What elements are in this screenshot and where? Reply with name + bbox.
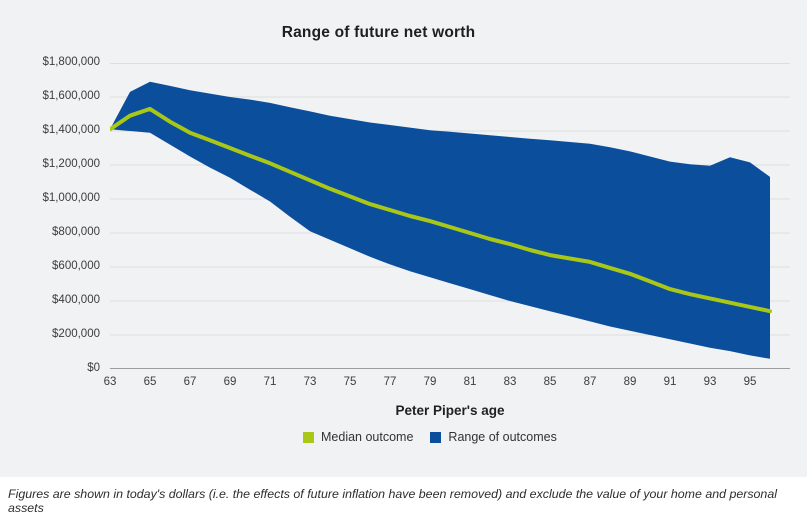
x-axis-tick-label: 93 xyxy=(703,376,717,388)
x-axis-tick-label: 77 xyxy=(383,376,397,388)
x-axis-tick-label: 91 xyxy=(663,376,677,388)
x-axis-title: Peter Piper's age xyxy=(395,403,505,418)
y-axis-tick-label: $400,000 xyxy=(52,294,100,306)
y-axis-tick-label: $1,000,000 xyxy=(42,192,100,204)
x-axis-tick-label: 71 xyxy=(263,376,277,388)
x-axis-tick-label: 95 xyxy=(743,376,757,388)
y-axis-tick-label: $1,800,000 xyxy=(42,56,100,68)
x-axis-tick-label: 67 xyxy=(183,376,197,388)
legend-label-median: Median outcome xyxy=(321,430,414,444)
x-axis-tick-label: 83 xyxy=(503,376,517,388)
x-axis-tick-label: 73 xyxy=(303,376,317,388)
y-axis-tick-label: $1,400,000 xyxy=(42,124,100,136)
y-axis-tick-label: $0 xyxy=(87,362,100,374)
legend-swatch-median xyxy=(303,431,314,443)
median-outcome-line xyxy=(110,106,772,314)
legend-item-range: Range of outcomes xyxy=(430,430,557,444)
x-axis-tick-label: 65 xyxy=(143,376,157,388)
x-axis-tick-label: 85 xyxy=(543,376,557,388)
x-axis-tick-label: 69 xyxy=(223,376,237,388)
chart-title: Range of future net worth xyxy=(281,24,476,41)
chart-card: Range of future net worth $1,800,000 $1,6… xyxy=(0,0,807,477)
x-axis-tick-label: 89 xyxy=(623,376,637,388)
x-axis-tick-label: 63 xyxy=(103,376,117,388)
x-axis-tick-label: 81 xyxy=(463,376,477,388)
legend-label-range: Range of outcomes xyxy=(448,430,557,444)
y-axis-tick-label: $1,600,000 xyxy=(42,90,100,102)
chart-legend: Median outcome Range of outcomes xyxy=(303,430,557,444)
x-axis-tick-label: 79 xyxy=(423,376,437,388)
x-axis-tick-label: 87 xyxy=(583,376,597,388)
y-axis-tick-label: $600,000 xyxy=(52,260,100,272)
net-worth-chart xyxy=(110,63,790,369)
x-axis-tick-label: 75 xyxy=(343,376,357,388)
range-of-outcomes-area xyxy=(110,81,770,359)
y-axis-tick-label: $1,200,000 xyxy=(42,158,100,170)
legend-item-median: Median outcome xyxy=(303,430,413,444)
y-axis-tick-label: $800,000 xyxy=(52,226,100,238)
y-axis-tick-label: $200,000 xyxy=(52,328,100,340)
legend-swatch-range xyxy=(430,431,442,443)
